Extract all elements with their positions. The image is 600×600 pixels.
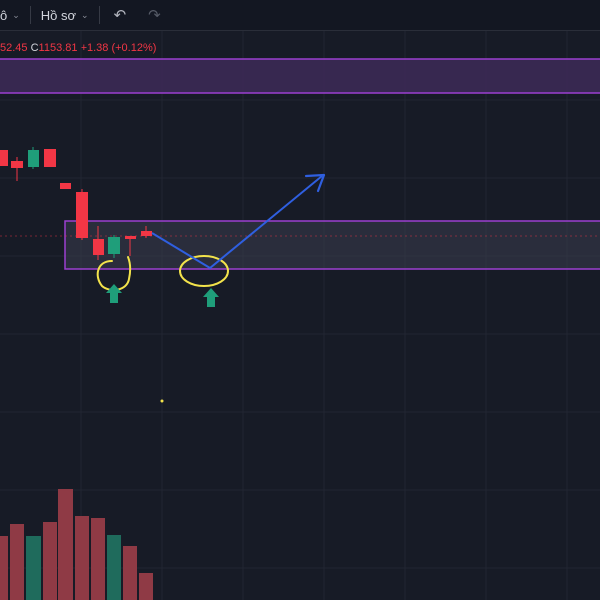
projection-arrow-icon — [304, 173, 326, 193]
undo-icon[interactable]: ↶ — [113, 7, 127, 24]
chevron-down-icon: ⌄ — [12, 9, 20, 20]
volume-bar — [75, 516, 89, 600]
legend-change-pct: (+0.12%) — [111, 42, 157, 54]
volume-bar — [91, 518, 105, 600]
chart-grid — [0, 31, 600, 600]
legend-prev-value: 52.45 — [0, 42, 28, 54]
support-zone[interactable] — [64, 220, 600, 270]
volume-bars — [0, 489, 153, 600]
legend-change: +1.38 — [80, 42, 109, 54]
volume-bar — [26, 536, 41, 600]
upper-resistance-zone[interactable] — [0, 58, 600, 94]
cursor-dot — [160, 399, 164, 403]
candle — [11, 157, 23, 181]
candle — [141, 226, 152, 238]
ohlc-legend: 52.45 C1153.81 +1.38 (+0.12%) — [0, 42, 156, 54]
candle — [108, 235, 120, 258]
volume-bar — [43, 522, 57, 600]
candle — [93, 226, 104, 260]
legend-close-value: 1153.81 — [38, 42, 78, 54]
toolbar-separator — [98, 6, 100, 24]
profile-menu[interactable]: Hồ sơ ⌄ — [41, 0, 89, 30]
volume-bar — [139, 573, 153, 600]
annotation-circle[interactable] — [179, 255, 229, 287]
chart-pane[interactable] — [0, 31, 600, 600]
candle — [76, 189, 88, 240]
volume-bar — [58, 489, 73, 600]
candle — [28, 147, 39, 169]
redo-icon[interactable]: ↷ — [148, 7, 161, 24]
volume-bar — [123, 546, 137, 600]
profile-menu-label: Hồ sơ — [40, 7, 77, 23]
toolbar-separator — [29, 6, 31, 24]
candle — [125, 236, 136, 256]
candle — [44, 149, 56, 167]
volume-bar — [107, 535, 121, 600]
compare-menu-label: ô — [0, 7, 8, 23]
volume-bar — [10, 524, 24, 600]
volume-bar — [0, 536, 8, 600]
chart-toolbar: ô ⌄ Hồ sơ ⌄ ↶ ↷ — [0, 0, 600, 31]
compare-menu[interactable]: ô ⌄ — [0, 0, 20, 30]
projection-line[interactable] — [151, 175, 323, 270]
arrow-up-icon — [106, 284, 122, 303]
arrow-up-icon — [203, 288, 219, 307]
candlesticks — [0, 147, 152, 260]
legend-close-label: C — [30, 42, 39, 54]
candle — [60, 183, 71, 189]
candle — [0, 150, 8, 166]
chevron-down-icon: ⌄ — [81, 9, 89, 20]
